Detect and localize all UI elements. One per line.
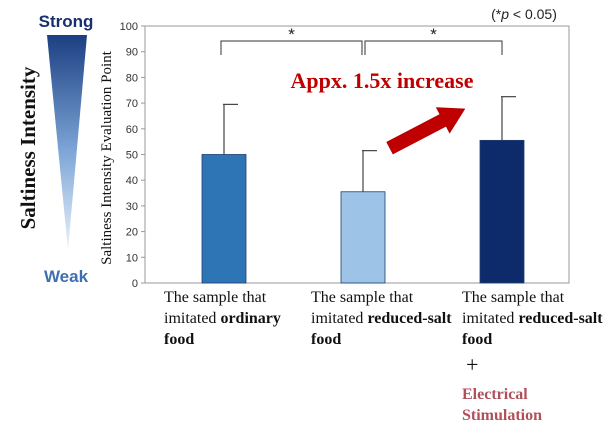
plus-sign: + [466,352,479,377]
y-tick-label: 20 [126,227,138,239]
intensity-gradient-triangle [47,35,87,250]
bars [201,96,525,284]
y-tick-label: 40 [126,175,138,187]
y-tick-label: 100 [120,21,138,33]
side-scale-title: Saltiness Intensity [16,66,40,229]
significance-star-1: * [288,25,295,44]
y-tick-label: 0 [132,278,138,290]
significance-bracket-1 [220,40,363,55]
y-axis-label: Saltiness Intensity Evaluation Point [99,50,115,265]
y-tick-label: 60 [126,124,138,136]
category-label-ordinary: The sample that imitated ordinary food [164,289,281,348]
y-tick-label: 30 [126,201,138,213]
electrical-stimulation-label: Electrical Stimulation [462,386,543,424]
side-scale-top: Strong [39,12,94,31]
bar-2 [340,191,386,284]
significance-bracket-2 [364,40,503,55]
increase-arrow [386,107,466,155]
y-tick-label: 10 [126,252,138,264]
significance-star-2: * [430,25,437,44]
significance-brackets: * * [220,25,503,55]
category-label-reduced-salt-es: The sample that imitated reduced-salt fo… [462,289,603,348]
y-tick-label: 50 [126,150,138,162]
increase-annotation: Appx. 1.5x increase [291,68,474,93]
bar-3 [479,139,525,284]
significance-note-rest: < 0.05) [509,6,557,22]
y-tick-label: 80 [126,72,138,84]
y-axis: 0 10 20 30 40 50 60 70 80 90 100 [120,21,145,290]
side-scale-bottom: Weak [44,267,89,286]
y-tick-label: 90 [126,47,138,59]
y-tick-label: 70 [126,98,138,110]
category-label-reduced-salt: The sample that imitated reduced-salt fo… [311,289,452,348]
bar-1 [201,154,247,284]
significance-note: (*p < 0.05) [491,6,557,22]
